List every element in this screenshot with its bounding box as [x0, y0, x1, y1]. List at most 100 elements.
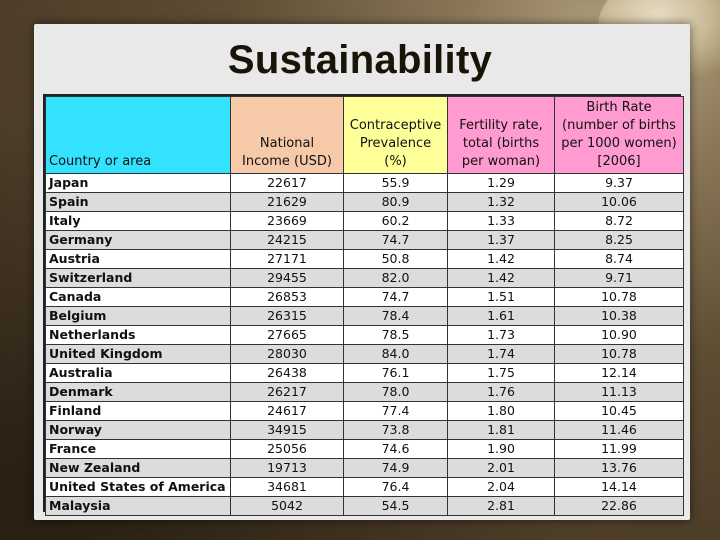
cell-country: United States of America: [45, 477, 231, 497]
cell-fertility-rate: 1.32: [447, 192, 555, 212]
cell-contraceptive-prevalence: 74.7: [343, 287, 448, 307]
cell-fertility-rate: 1.42: [447, 249, 555, 269]
cell-country: Italy: [45, 211, 231, 231]
cell-birth-rate: 8.25: [554, 230, 684, 250]
cell-contraceptive-prevalence: 74.7: [343, 230, 448, 250]
data-table-container: Country or area National Income (USD) Co…: [43, 94, 684, 516]
cell-national-income: 29455: [230, 268, 344, 288]
cell-country: France: [45, 439, 231, 459]
header-country: Country or area: [45, 96, 231, 174]
cell-national-income: 27665: [230, 325, 344, 345]
data-table: Country or area National Income (USD) Co…: [45, 96, 684, 516]
cell-contraceptive-prevalence: 82.0: [343, 268, 448, 288]
cell-birth-rate: 11.99: [554, 439, 684, 459]
cell-fertility-rate: 1.61: [447, 306, 555, 326]
table-row: Austria 27171 50.8 1.42 8.74: [45, 249, 684, 269]
cell-fertility-rate: 1.90: [447, 439, 555, 459]
cell-country: United Kingdom: [45, 344, 231, 364]
cell-birth-rate: 8.72: [554, 211, 684, 231]
table-row: Australia 26438 76.1 1.75 12.14: [45, 363, 684, 383]
cell-national-income: 24215: [230, 230, 344, 250]
cell-contraceptive-prevalence: 78.4: [343, 306, 448, 326]
cell-country: Netherlands: [45, 325, 231, 345]
header-fertility-rate: Fertility rate, total (births per woman): [447, 96, 555, 174]
cell-national-income: 34915: [230, 420, 344, 440]
cell-birth-rate: 8.74: [554, 249, 684, 269]
cell-country: Switzerland: [45, 268, 231, 288]
cell-national-income: 24617: [230, 401, 344, 421]
header-birth-rate: Birth Rate (number of births per 1000 wo…: [554, 96, 684, 174]
table-header-row: Country or area National Income (USD) Co…: [45, 96, 684, 174]
cell-birth-rate: 11.46: [554, 420, 684, 440]
cell-birth-rate: 10.38: [554, 306, 684, 326]
table-row: Belgium 26315 78.4 1.61 10.38: [45, 306, 684, 326]
cell-fertility-rate: 1.76: [447, 382, 555, 402]
table-row: Norway 34915 73.8 1.81 11.46: [45, 420, 684, 440]
cell-contraceptive-prevalence: 74.6: [343, 439, 448, 459]
cell-fertility-rate: 1.80: [447, 401, 555, 421]
cell-contraceptive-prevalence: 78.5: [343, 325, 448, 345]
cell-contraceptive-prevalence: 54.5: [343, 496, 448, 516]
cell-contraceptive-prevalence: 80.9: [343, 192, 448, 212]
cell-country: Belgium: [45, 306, 231, 326]
cell-fertility-rate: 1.33: [447, 211, 555, 231]
cell-contraceptive-prevalence: 76.4: [343, 477, 448, 497]
table-row: Finland 24617 77.4 1.80 10.45: [45, 401, 684, 421]
cell-fertility-rate: 2.81: [447, 496, 555, 516]
cell-fertility-rate: 1.73: [447, 325, 555, 345]
cell-contraceptive-prevalence: 77.4: [343, 401, 448, 421]
cell-contraceptive-prevalence: 78.0: [343, 382, 448, 402]
cell-country: Norway: [45, 420, 231, 440]
cell-birth-rate: 10.78: [554, 344, 684, 364]
cell-national-income: 23669: [230, 211, 344, 231]
cell-national-income: 19713: [230, 458, 344, 478]
table-row: United States of America 34681 76.4 2.04 14.…: [45, 477, 684, 497]
cell-national-income: 21629: [230, 192, 344, 212]
table-row: Malaysia 5042 54.5 2.81 22.86: [45, 496, 684, 516]
table-row: Japan 22617 55.9 1.29 9.37: [45, 173, 684, 193]
cell-birth-rate: 10.78: [554, 287, 684, 307]
cell-national-income: 26438: [230, 363, 344, 383]
cell-country: Japan: [45, 173, 231, 193]
cell-fertility-rate: 1.81: [447, 420, 555, 440]
cell-contraceptive-prevalence: 76.1: [343, 363, 448, 383]
table-row: Denmark 26217 78.0 1.76 11.13: [45, 382, 684, 402]
cell-national-income: 22617: [230, 173, 344, 193]
cell-birth-rate: 10.45: [554, 401, 684, 421]
cell-fertility-rate: 1.42: [447, 268, 555, 288]
table-row: New Zealand 19713 74.9 2.01 13.76: [45, 458, 684, 478]
table-row: Switzerland 29455 82.0 1.42 9.71: [45, 268, 684, 288]
table-row: Italy 23669 60.2 1.33 8.72: [45, 211, 684, 231]
cell-birth-rate: 12.14: [554, 363, 684, 383]
cell-country: Finland: [45, 401, 231, 421]
cell-birth-rate: 14.14: [554, 477, 684, 497]
cell-national-income: 5042: [230, 496, 344, 516]
cell-contraceptive-prevalence: 74.9: [343, 458, 448, 478]
cell-national-income: 27171: [230, 249, 344, 269]
cell-country: Malaysia: [45, 496, 231, 516]
cell-country: Germany: [45, 230, 231, 250]
cell-national-income: 26853: [230, 287, 344, 307]
cell-contraceptive-prevalence: 50.8: [343, 249, 448, 269]
cell-birth-rate: 13.76: [554, 458, 684, 478]
cell-contraceptive-prevalence: 84.0: [343, 344, 448, 364]
cell-country: Canada: [45, 287, 231, 307]
cell-contraceptive-prevalence: 73.8: [343, 420, 448, 440]
slide-title: Sustainability: [227, 38, 493, 82]
table-row: United Kingdom 28030 84.0 1.74 10.78: [45, 344, 684, 364]
cell-national-income: 26217: [230, 382, 344, 402]
cell-national-income: 25056: [230, 439, 344, 459]
cell-country: Australia: [45, 363, 231, 383]
cell-contraceptive-prevalence: 55.9: [343, 173, 448, 193]
header-national-income: National Income (USD): [230, 96, 344, 174]
header-contraceptive-prevalence: Contraceptive Prevalence (%): [343, 96, 448, 174]
cell-birth-rate: 10.06: [554, 192, 684, 212]
cell-fertility-rate: 1.74: [447, 344, 555, 364]
table-row: Spain 21629 80.9 1.32 10.06: [45, 192, 684, 212]
cell-fertility-rate: 1.51: [447, 287, 555, 307]
cell-country: Denmark: [45, 382, 231, 402]
table-row: France 25056 74.6 1.90 11.99: [45, 439, 684, 459]
cell-birth-rate: 9.71: [554, 268, 684, 288]
cell-country: Austria: [45, 249, 231, 269]
cell-fertility-rate: 1.75: [447, 363, 555, 383]
